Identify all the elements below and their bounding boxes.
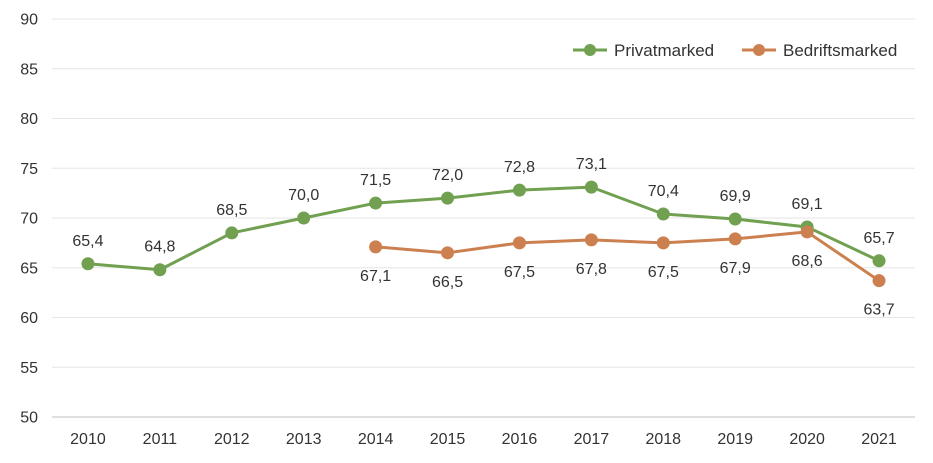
- data-label: 72,8: [504, 159, 535, 176]
- x-axis-ticks: 2010 2011 2012 2013 2014 2015 2016 2017 2018 2019…: [70, 431, 897, 448]
- data-point: [441, 191, 455, 205]
- data-label: 67,1: [360, 268, 391, 285]
- x-tick-label: 2018: [645, 431, 681, 448]
- y-tick-label: 75: [20, 161, 38, 178]
- data-point: [441, 246, 455, 260]
- data-point: [369, 196, 383, 210]
- data-point: [297, 211, 311, 225]
- data-point: [872, 254, 886, 268]
- x-tick-label: 2019: [717, 431, 753, 448]
- legend: Privatmarked Bedriftsmarked: [573, 41, 897, 60]
- data-label: 64,8: [144, 239, 175, 256]
- data-point: [512, 183, 526, 197]
- y-tick-label: 90: [20, 12, 38, 29]
- series-line-privatmarked: [87, 185, 880, 272]
- y-tick-label: 70: [20, 211, 38, 228]
- data-point: [584, 180, 598, 194]
- data-point: [584, 233, 598, 247]
- data-labels: 65,4 64,8 68,5 70,0 71,5 72,0 72,8 73,1 70,4 69,9…: [72, 156, 894, 319]
- data-point: [81, 257, 95, 271]
- legend-marker: [584, 44, 596, 56]
- x-tick-label: 2017: [574, 431, 610, 448]
- y-tick-label: 85: [20, 61, 38, 78]
- x-tick-label: 2014: [358, 431, 394, 448]
- x-tick-label: 2013: [286, 431, 322, 448]
- data-point: [153, 263, 167, 277]
- data-label: 63,7: [863, 302, 894, 319]
- legend-label: Bedriftsmarked: [783, 41, 897, 60]
- data-label: 69,9: [720, 188, 751, 205]
- data-point: [728, 212, 742, 226]
- data-point: [800, 225, 814, 239]
- legend-label: Privatmarked: [614, 41, 714, 60]
- data-label: 67,8: [576, 261, 607, 278]
- data-label: 72,0: [432, 167, 463, 184]
- data-label: 68,6: [792, 253, 823, 270]
- data-point: [872, 274, 886, 288]
- data-label: 65,7: [863, 230, 894, 247]
- y-tick-label: 55: [20, 360, 38, 377]
- series-group: [81, 180, 886, 288]
- data-point: [369, 240, 383, 254]
- x-tick-label: 2020: [789, 431, 825, 448]
- data-label: 67,9: [720, 260, 751, 277]
- data-label: 67,5: [648, 264, 679, 281]
- y-tick-label: 65: [20, 260, 38, 277]
- y-tick-label: 80: [20, 111, 38, 128]
- data-label: 65,4: [72, 233, 103, 250]
- gridlines: [52, 18, 915, 418]
- y-axis-ticks: 50 55 60 65 70 75 80 85 90: [20, 12, 38, 427]
- series-line-bedriftsmarked: [375, 230, 880, 282]
- data-point: [656, 236, 670, 250]
- y-tick-label: 50: [20, 410, 38, 427]
- data-label: 71,5: [360, 172, 391, 189]
- data-label: 66,5: [432, 274, 463, 291]
- data-label: 70,4: [648, 183, 679, 200]
- legend-marker: [753, 44, 765, 56]
- x-tick-label: 2015: [430, 431, 466, 448]
- data-label: 68,5: [216, 202, 247, 219]
- data-point: [656, 207, 670, 221]
- x-tick-label: 2012: [214, 431, 250, 448]
- x-tick-label: 2010: [70, 431, 106, 448]
- y-tick-label: 60: [20, 310, 38, 327]
- x-tick-label: 2011: [143, 431, 178, 448]
- data-label: 70,0: [288, 187, 319, 204]
- data-label: 67,5: [504, 264, 535, 281]
- data-label: 69,1: [792, 196, 823, 213]
- data-point: [728, 232, 742, 246]
- x-tick-label: 2021: [861, 431, 897, 448]
- data-point: [512, 236, 526, 250]
- data-label: 73,1: [576, 156, 607, 173]
- data-point: [225, 226, 239, 240]
- x-tick-label: 2016: [502, 431, 538, 448]
